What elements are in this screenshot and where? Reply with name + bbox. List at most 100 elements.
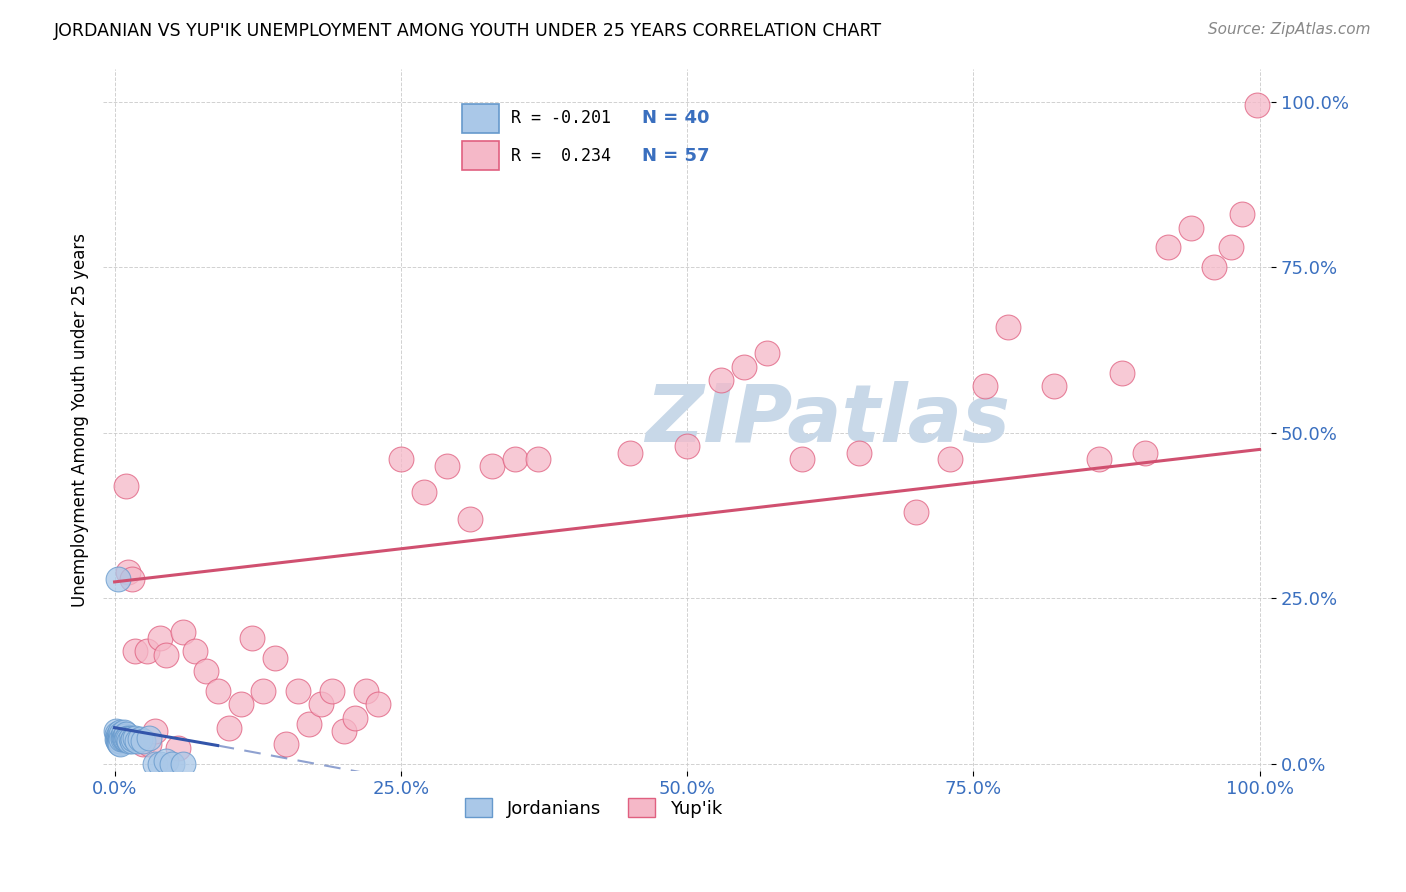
Point xyxy=(155,754,177,768)
Point xyxy=(276,737,298,751)
Point xyxy=(309,698,332,712)
Point xyxy=(105,727,128,741)
Point xyxy=(997,319,1019,334)
Point xyxy=(108,731,131,745)
Point xyxy=(298,717,321,731)
Point xyxy=(114,731,136,746)
Point xyxy=(127,734,149,748)
Point xyxy=(848,446,870,460)
Point xyxy=(105,731,128,746)
Point xyxy=(112,725,135,739)
Point xyxy=(111,731,134,746)
Point xyxy=(790,452,813,467)
Point xyxy=(527,452,550,467)
Point xyxy=(107,729,129,743)
Point xyxy=(107,731,129,746)
Point xyxy=(117,565,139,579)
Text: JORDANIAN VS YUP'IK UNEMPLOYMENT AMONG YOUTH UNDER 25 YEARS CORRELATION CHART: JORDANIAN VS YUP'IK UNEMPLOYMENT AMONG Y… xyxy=(53,22,882,40)
Point xyxy=(1202,260,1225,275)
Point xyxy=(122,731,145,746)
Text: Source: ZipAtlas.com: Source: ZipAtlas.com xyxy=(1208,22,1371,37)
Point xyxy=(149,631,172,645)
Point xyxy=(676,439,699,453)
Point xyxy=(939,452,962,467)
Point xyxy=(110,725,132,739)
Point xyxy=(1232,207,1254,221)
Point xyxy=(166,740,188,755)
Point xyxy=(240,631,263,645)
Point xyxy=(1157,240,1180,254)
Point xyxy=(710,373,733,387)
Point xyxy=(138,731,160,745)
Point xyxy=(505,452,527,467)
Point xyxy=(108,734,131,748)
Point xyxy=(332,723,354,738)
Point xyxy=(155,648,177,662)
Text: ZIPatlas: ZIPatlas xyxy=(645,381,1010,458)
Point xyxy=(619,446,641,460)
Point xyxy=(143,757,166,772)
Point xyxy=(121,734,143,748)
Point xyxy=(389,452,412,467)
Point xyxy=(132,734,155,748)
Point xyxy=(115,731,138,745)
Y-axis label: Unemployment Among Youth under 25 years: Unemployment Among Youth under 25 years xyxy=(72,233,89,607)
Point xyxy=(143,723,166,738)
Point xyxy=(111,729,134,743)
Point xyxy=(107,734,129,748)
Point xyxy=(1088,452,1111,467)
Point xyxy=(132,737,155,751)
Point xyxy=(110,731,132,746)
Point xyxy=(120,731,142,745)
Point xyxy=(124,644,146,658)
Point xyxy=(229,698,252,712)
Point xyxy=(356,684,378,698)
Point xyxy=(1042,379,1064,393)
Point xyxy=(1246,98,1268,112)
Point xyxy=(128,731,150,746)
Point xyxy=(412,485,434,500)
Point xyxy=(905,505,928,519)
Point xyxy=(114,729,136,743)
Point xyxy=(184,644,207,658)
Point xyxy=(1220,240,1243,254)
Point xyxy=(973,379,995,393)
Point xyxy=(1180,220,1202,235)
Point xyxy=(756,346,779,360)
Point xyxy=(344,711,367,725)
Point xyxy=(118,734,141,748)
Point xyxy=(264,651,287,665)
Point xyxy=(252,684,274,698)
Point xyxy=(733,359,755,374)
Point xyxy=(117,731,139,746)
Point xyxy=(115,479,138,493)
Point xyxy=(367,698,389,712)
Point xyxy=(112,731,135,745)
Point xyxy=(124,731,146,745)
Point xyxy=(172,757,194,772)
Point xyxy=(110,727,132,741)
Point xyxy=(138,737,160,751)
Point xyxy=(108,736,131,750)
Point xyxy=(195,665,218,679)
Point xyxy=(172,624,194,639)
Point xyxy=(458,512,481,526)
Point xyxy=(321,684,343,698)
Point xyxy=(149,757,172,772)
Point xyxy=(436,458,458,473)
Point xyxy=(135,644,157,658)
Point xyxy=(115,731,138,746)
Point xyxy=(160,757,183,772)
Point xyxy=(218,721,240,735)
Legend: Jordanians, Yup'ik: Jordanians, Yup'ik xyxy=(458,791,730,825)
Point xyxy=(207,684,229,698)
Point xyxy=(481,458,503,473)
Point xyxy=(1111,366,1133,380)
Point xyxy=(107,572,129,586)
Point xyxy=(110,737,132,751)
Point xyxy=(115,727,138,741)
Point xyxy=(287,684,309,698)
Point xyxy=(1133,446,1156,460)
Point xyxy=(110,734,132,748)
Point xyxy=(121,572,143,586)
